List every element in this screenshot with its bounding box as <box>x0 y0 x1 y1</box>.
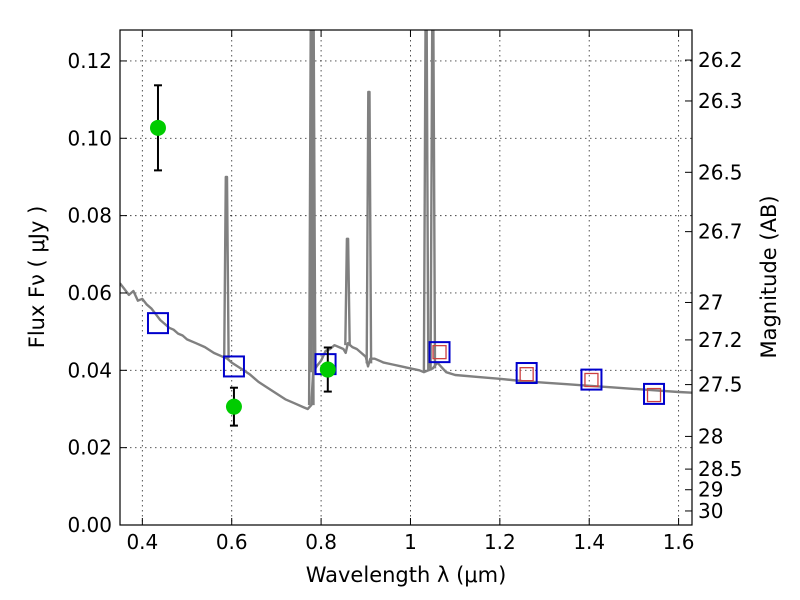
y-tick-label: 0.00 <box>67 513 112 537</box>
emission-line <box>429 30 437 369</box>
plot-area <box>120 30 692 411</box>
mag-tick-label: 28.5 <box>698 457 743 481</box>
model_photometry-marker <box>222 355 245 378</box>
data-point <box>319 361 336 378</box>
mag-tick-label: 30 <box>698 499 723 523</box>
emission-line <box>422 30 430 372</box>
observed_photometry_nir-marker <box>646 387 662 403</box>
y-tick-label: 0.02 <box>67 436 112 460</box>
x-tick-label: 0.6 <box>216 530 248 554</box>
mag-tick-label: 27 <box>698 290 723 314</box>
y-tick-label: 0.06 <box>67 281 112 305</box>
y-axis-right-label: Magnitude (AB) <box>757 195 781 358</box>
y-tick-label: 0.04 <box>67 358 112 382</box>
axes: 0.4 0.6 0.8 1 1.2 1.4 1.6 0.00 0.02 0.04 0.06 0.08 0… <box>67 30 743 554</box>
grid <box>120 30 692 526</box>
emission-line <box>309 30 317 373</box>
x-tick-label: 1.2 <box>484 530 516 554</box>
model_photometry-marker <box>515 362 538 385</box>
observed_photometry_nir-marker <box>584 372 599 388</box>
y-axis-label: Flux Fν ( μJy ) <box>25 206 49 349</box>
mag-tick-label: 27.2 <box>698 328 743 352</box>
mag-tick-label: 28 <box>698 424 723 448</box>
model_photometry-marker <box>580 368 603 391</box>
x-tick-label: 0.4 <box>126 530 158 554</box>
mag-tick-label: 26.3 <box>698 89 743 113</box>
observed_photometry_nir-marker <box>432 344 447 360</box>
model_photometry-marker <box>146 312 169 335</box>
mag-tick-label: 29 <box>698 478 723 502</box>
model_photometry-marker <box>643 382 666 405</box>
mag-tick-label: 26.7 <box>698 220 743 244</box>
plot-frame <box>119 29 693 526</box>
x-tick-label: 1.4 <box>573 530 605 554</box>
data-point <box>225 398 242 415</box>
y-tick-label: 0.10 <box>67 126 112 150</box>
x-tick-label: 1 <box>404 530 417 554</box>
spectrum-line <box>120 282 692 411</box>
x-tick-label: 1.6 <box>663 530 695 554</box>
model_photometry-marker <box>428 341 451 364</box>
y-tick-label: 0.12 <box>67 49 112 73</box>
observed_photometry_nir-marker <box>519 367 534 382</box>
mag-tick-label: 26.5 <box>698 160 743 184</box>
emission-line <box>223 175 230 359</box>
data-point <box>149 119 166 136</box>
x-axis-label: Wavelength λ (μm) <box>306 563 507 587</box>
y-tick-label: 0.08 <box>67 204 112 228</box>
mag-tick-label: 26.2 <box>698 48 743 72</box>
x-tick-label: 0.8 <box>305 530 337 554</box>
emission-line <box>365 90 373 364</box>
emission-line <box>344 237 351 346</box>
mag-tick-label: 27.5 <box>698 373 743 397</box>
